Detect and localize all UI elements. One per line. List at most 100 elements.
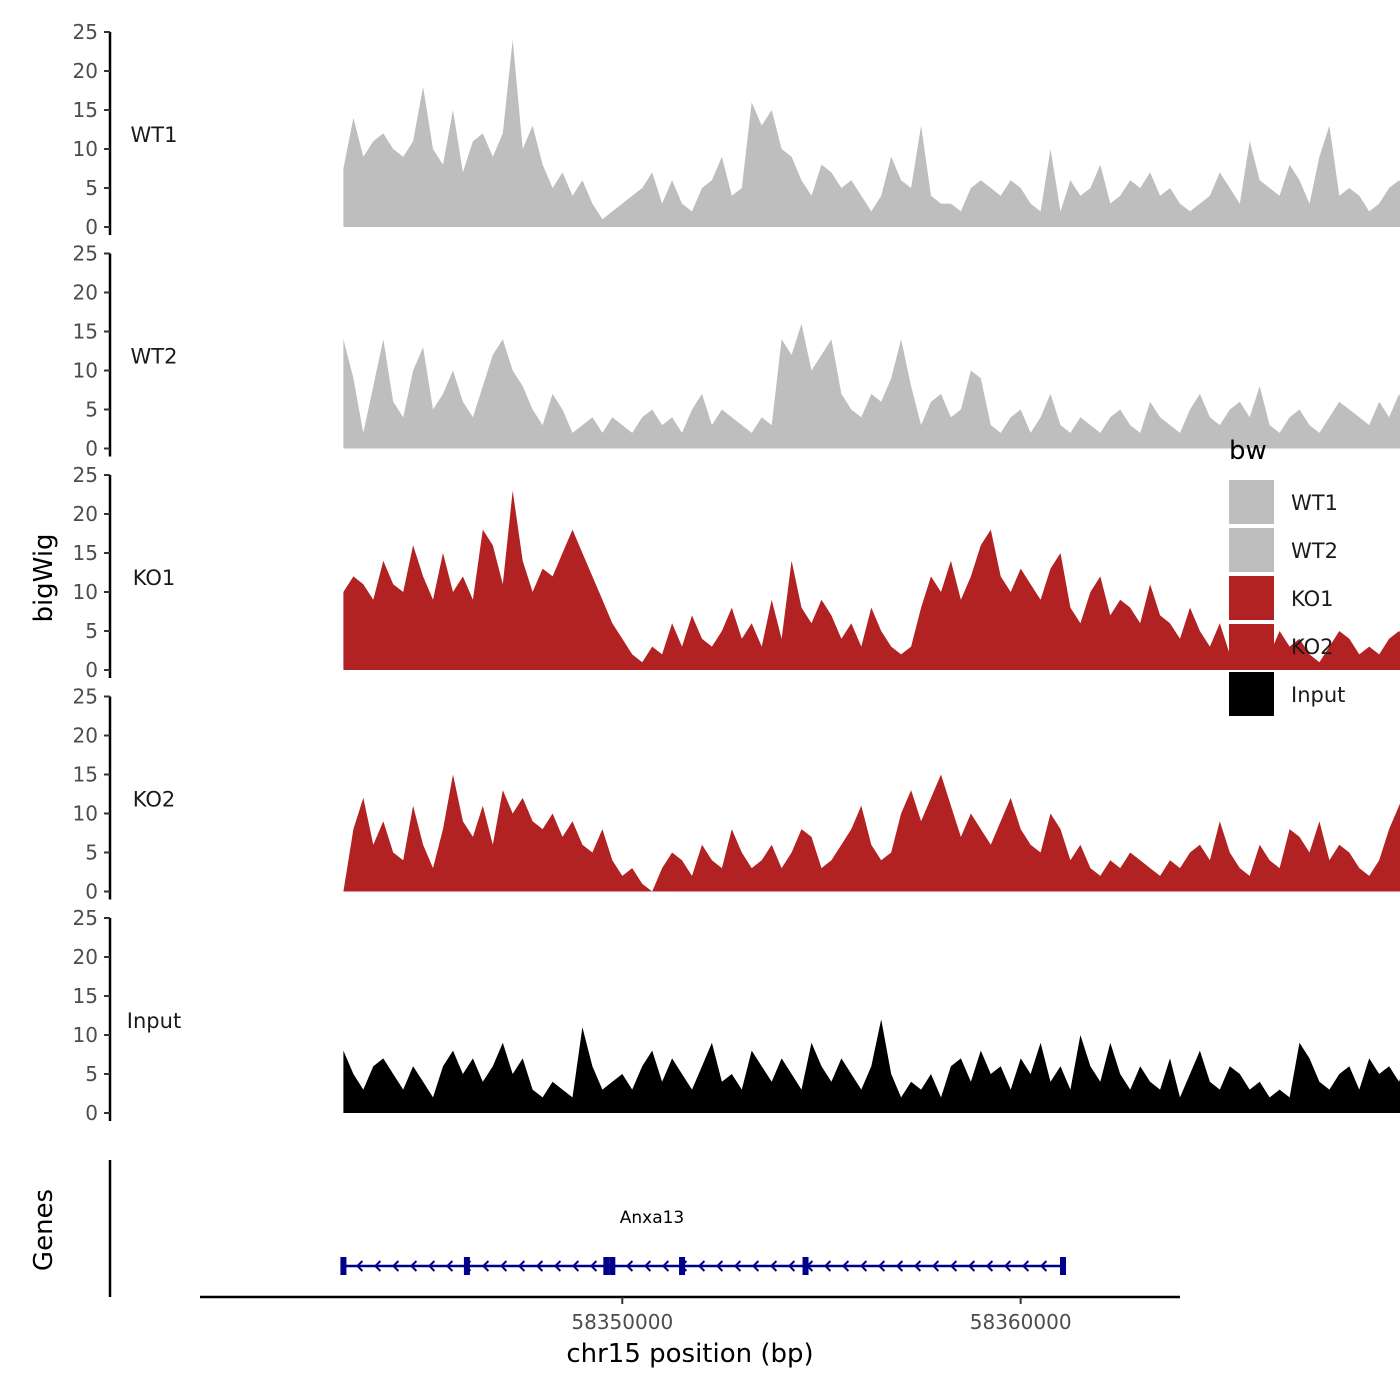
exon-mark [1060,1257,1066,1275]
y-tick-label: 5 [85,398,98,422]
track-wt2: 0 5 10 15 20 25 WT2 [73,242,1400,461]
strand-arrow [374,1260,382,1272]
strand-arrow [824,1260,832,1272]
y-tick-label: 5 [85,619,98,643]
strand-arrow [590,1260,598,1272]
strand-arrow [536,1260,544,1272]
y-tick-label: 0 [85,658,98,682]
strand-arrow [662,1260,670,1272]
track-input: 0 5 10 15 20 25 Input [73,906,1400,1125]
strand-arrow [644,1260,652,1272]
track-label: KO2 [133,788,176,812]
y-axis-title: bigWig [29,533,59,622]
strand-arrow [950,1260,958,1272]
y-tick-label: 25 [73,242,98,266]
exon-mark [609,1257,616,1275]
gene-name-label: Anxa13 [620,1208,685,1228]
strand-arrow [482,1260,490,1272]
strand-arrow [986,1260,994,1272]
exon-mark [802,1257,809,1275]
strand-arrow [356,1260,364,1272]
area-input [343,1019,1400,1113]
strand-arrow [1021,1260,1030,1272]
exon-mark [603,1257,610,1275]
y-tick-label: 20 [73,945,98,969]
strand-arrow [932,1260,940,1272]
area-ko2 [343,774,1400,892]
track-label: WT2 [131,345,178,369]
strand-arrow [896,1260,904,1272]
track-label: WT1 [131,123,178,147]
y-tick-label: 15 [73,320,98,344]
legend: bw WT1 WT2 KO1 KO2 Input [1229,436,1345,716]
strand-arrow [698,1260,706,1272]
exon-mark [340,1257,347,1275]
area-wt2 [343,323,1400,449]
strand-arrow [392,1260,400,1272]
legend-key-ko1 [1229,576,1274,620]
strand-arrow [428,1260,436,1272]
strand-arrow [716,1260,724,1272]
legend-label-ko1: KO1 [1291,587,1334,611]
genes-panel: Anxa13 [108,1160,1066,1297]
y-tick-label: 0 [85,215,98,239]
strand-arrow [500,1260,508,1272]
y-tick-label: 25 [73,463,98,487]
genes-axis-title: Genes [29,1189,59,1271]
y-tick-label: 20 [73,502,98,526]
y-tick-label: 25 [73,906,98,930]
area-wt1 [343,39,1400,227]
strand-arrow [878,1260,886,1272]
strand-arrow [572,1260,580,1272]
strand-arrow [752,1260,760,1272]
y-tick-label: 10 [73,802,98,826]
track-label: KO1 [133,566,176,590]
x-axis-title: chr15 position (bp) [566,1339,813,1369]
y-tick-label: 0 [85,1101,98,1125]
strand-arrow [842,1260,850,1272]
strand-arrow [1039,1260,1048,1272]
x-tick-label: 58360000 [970,1310,1072,1334]
x-axis: 58350000 58360000 [200,1295,1180,1334]
y-tick-label: 5 [85,1062,98,1086]
y-tick-label: 20 [73,281,98,305]
y-tick-label: 20 [73,59,98,83]
strand-arrow [860,1260,868,1272]
strand-arrow [914,1260,922,1272]
bigwig-tracks: 0510152025WT10510152025WT20510152025KO10… [73,20,1400,1125]
y-tick-label: 10 [73,580,98,604]
legend-key-input [1229,672,1274,716]
y-tick-label: 5 [85,176,98,200]
strand-arrow [1003,1260,1012,1272]
strand-arrow [968,1260,976,1272]
y-tick-label: 10 [73,137,98,161]
legend-label-ko2: KO2 [1291,635,1334,659]
legend-label-input: Input [1291,683,1345,707]
y-tick-label: 20 [73,724,98,748]
strand-arrow [788,1260,796,1272]
y-tick-label: 0 [85,437,98,461]
y-tick-label: 10 [73,359,98,383]
y-tick-label: 25 [73,20,98,44]
strand-arrow [554,1260,562,1272]
y-tick-label: 0 [85,880,98,904]
y-tick-label: 10 [73,1023,98,1047]
legend-label-wt2: WT2 [1291,539,1338,563]
y-tick-label: 15 [73,984,98,1008]
track-wt1: 0 5 10 15 20 25 WT1 [73,20,1400,239]
track-ko1: 0 5 10 15 20 25 KO1 [73,463,1400,682]
exon-mark [463,1257,470,1275]
y-tick-label: 15 [73,541,98,565]
legend-title: bw [1229,436,1267,466]
area-ko1 [343,490,1400,670]
x-tick-label: 58350000 [571,1310,673,1334]
exon-mark [679,1257,686,1275]
y-tick-label: 5 [85,841,98,865]
legend-label-wt1: WT1 [1291,491,1338,515]
track-label: Input [127,1009,181,1033]
strand-arrow [410,1260,418,1272]
strand-arrow [734,1260,742,1272]
strand-arrow [518,1260,526,1272]
legend-key-ko2 [1229,624,1274,668]
